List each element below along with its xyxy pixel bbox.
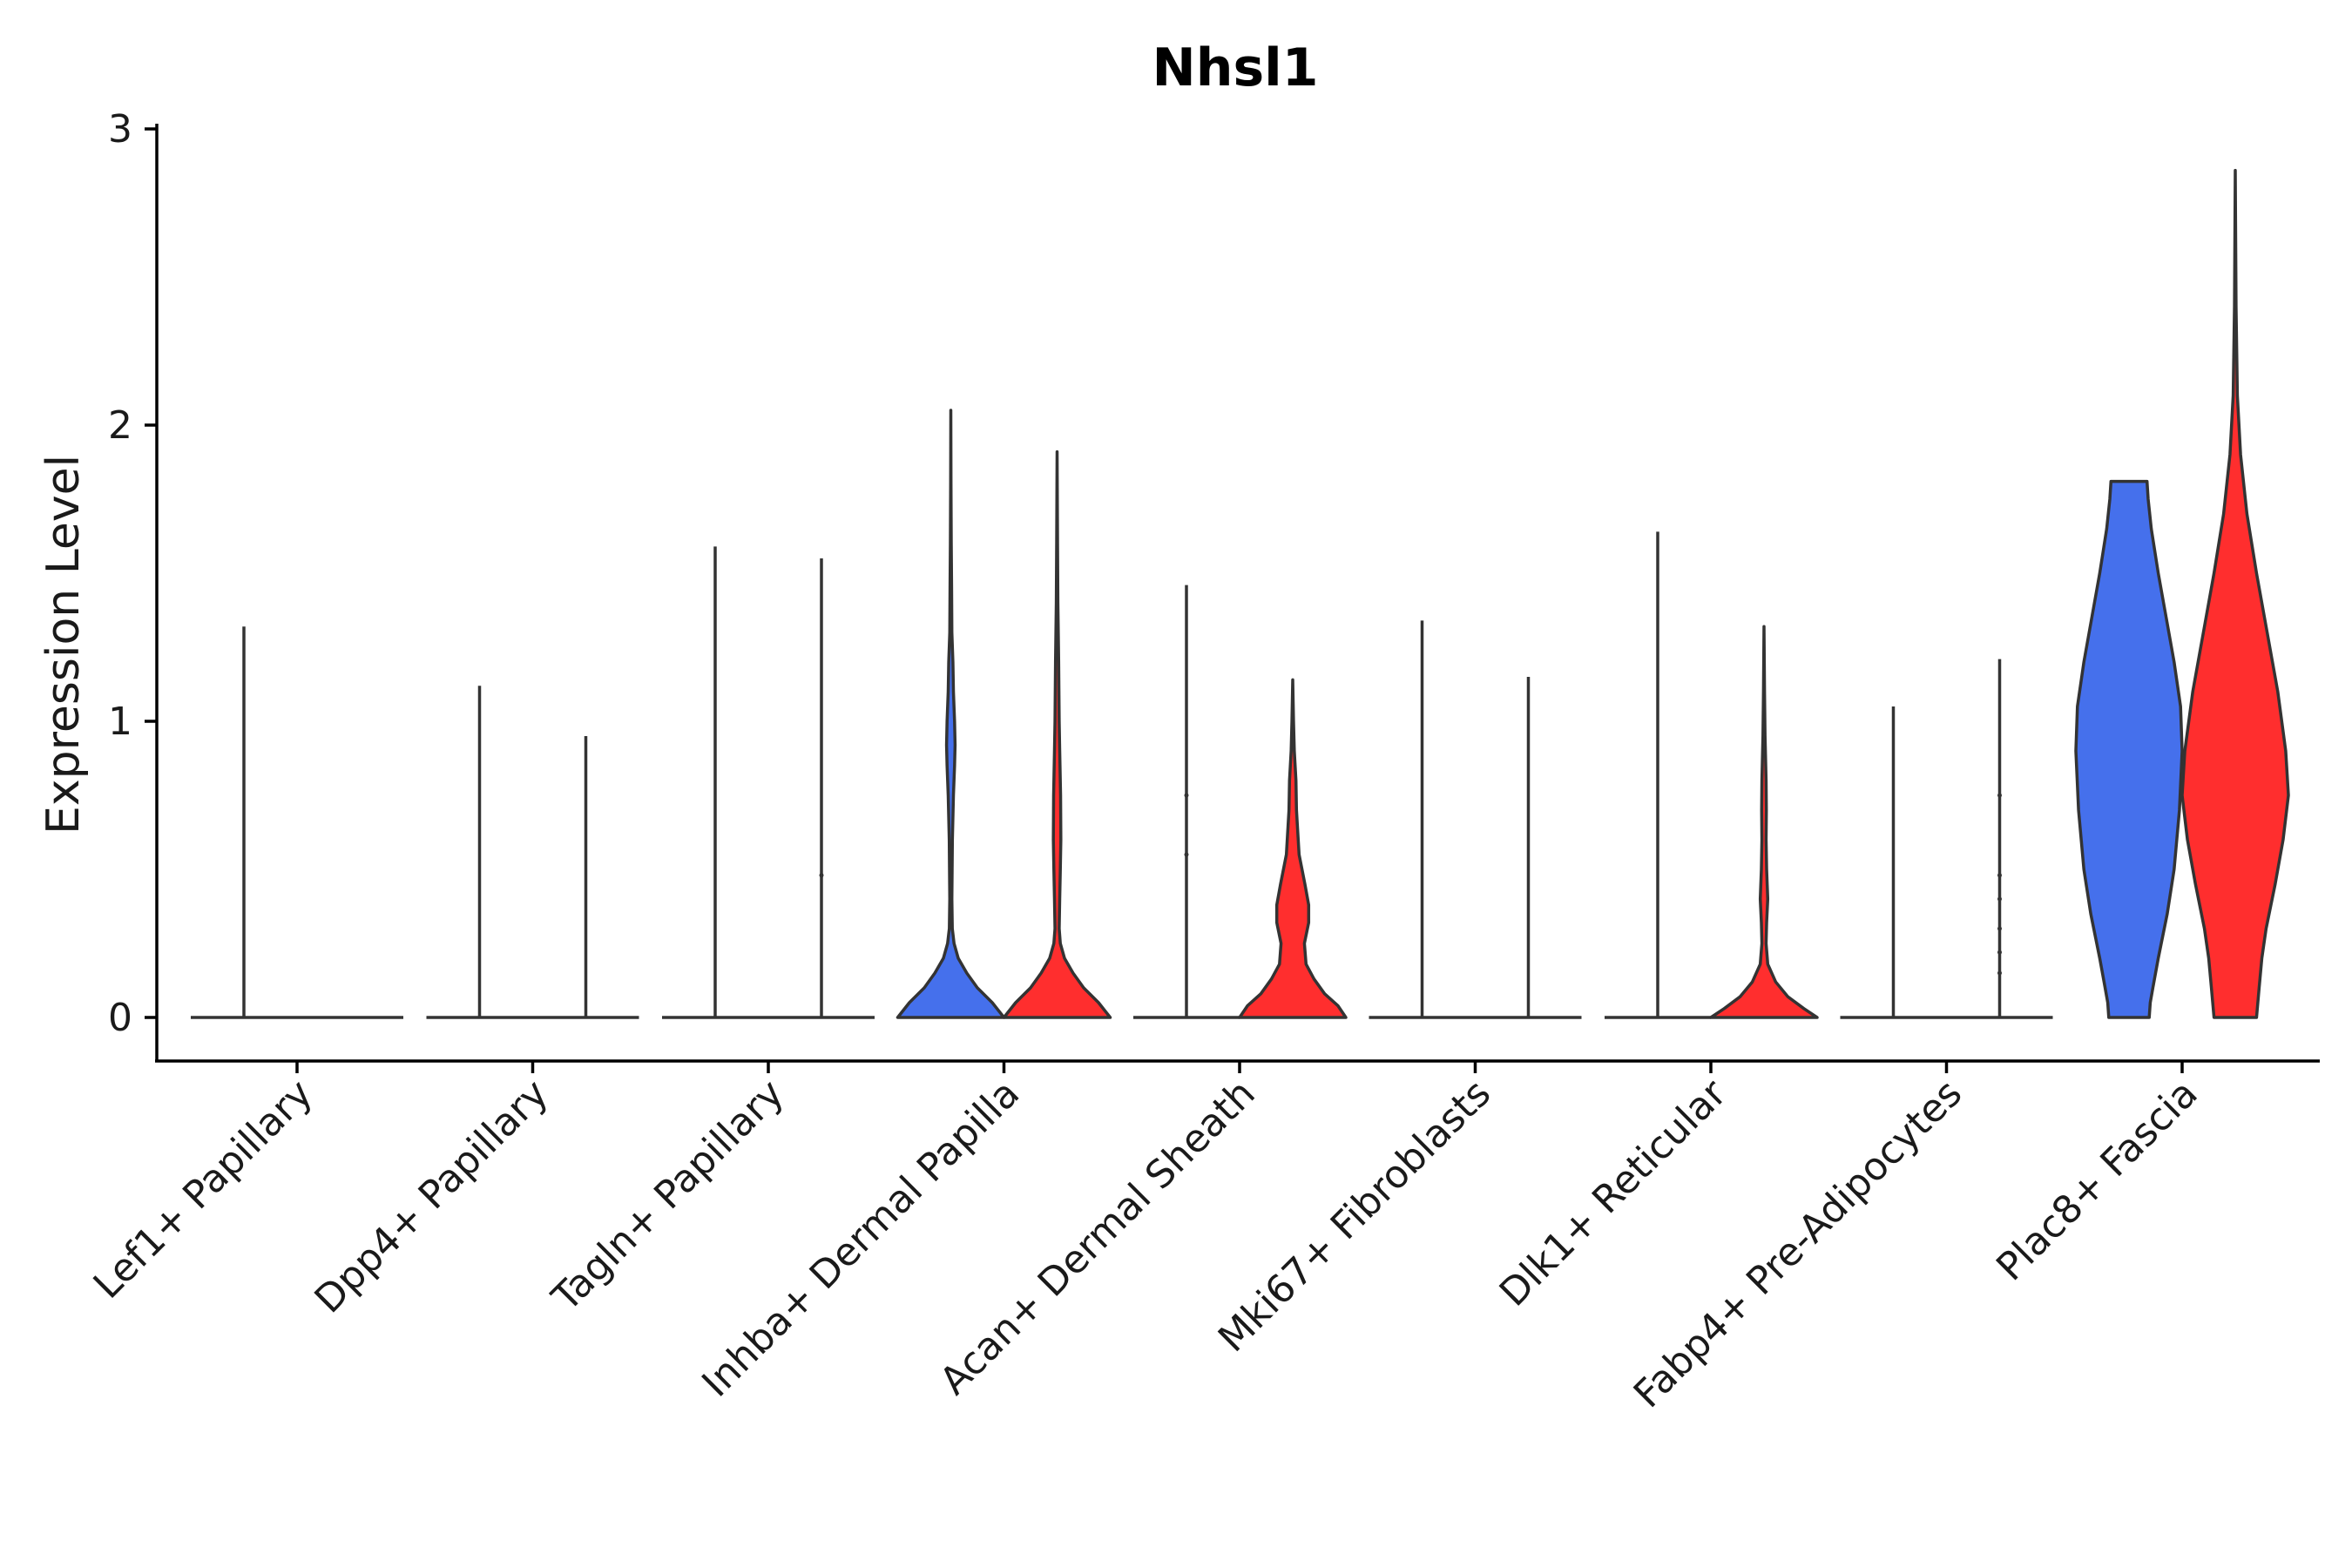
data-point bbox=[1997, 793, 2002, 798]
y-tick-label: 0 bbox=[108, 996, 132, 1040]
x-tick-label: Dlk1+ Reticular bbox=[1491, 1071, 1736, 1315]
chart-title: Nhsl1 bbox=[1152, 37, 1319, 98]
data-point bbox=[1184, 852, 1189, 857]
data-point bbox=[1997, 896, 2002, 902]
data-point bbox=[819, 873, 824, 878]
violin-group_b bbox=[1002, 449, 1112, 1019]
violins-layer bbox=[191, 168, 2290, 1019]
y-tick-label: 1 bbox=[108, 700, 132, 744]
data-point bbox=[1184, 793, 1189, 798]
violin-group_b bbox=[1709, 625, 1819, 1019]
x-tick-label: Dpp4+ Papillary bbox=[307, 1071, 558, 1322]
violin-group_b bbox=[1238, 678, 1348, 1019]
x-tick-label: Tagln+ Papillary bbox=[544, 1071, 793, 1321]
data-point bbox=[1997, 970, 2002, 976]
violin-group_a bbox=[896, 409, 1006, 1019]
y-axis-label: Expression Level bbox=[37, 455, 90, 835]
x-tick-label: Plac8+ Fascia bbox=[1988, 1071, 2207, 1290]
y-ticks: 0 1 2 3 bbox=[108, 107, 157, 1040]
axes-layer bbox=[155, 124, 2320, 1063]
data-point bbox=[1997, 873, 2002, 878]
y-tick-label: 3 bbox=[108, 107, 132, 152]
data-point bbox=[1997, 950, 2002, 955]
data-point bbox=[1997, 926, 2002, 931]
violin-group_a bbox=[2074, 479, 2184, 1019]
y-tick-label: 2 bbox=[108, 403, 132, 448]
violin-group_b bbox=[2180, 168, 2290, 1019]
x-tick-label: Lef1+ Papillary bbox=[85, 1071, 321, 1308]
x-tick-label: Mki67+ Fibroblasts bbox=[1210, 1071, 1499, 1361]
points-layer bbox=[819, 793, 2002, 976]
